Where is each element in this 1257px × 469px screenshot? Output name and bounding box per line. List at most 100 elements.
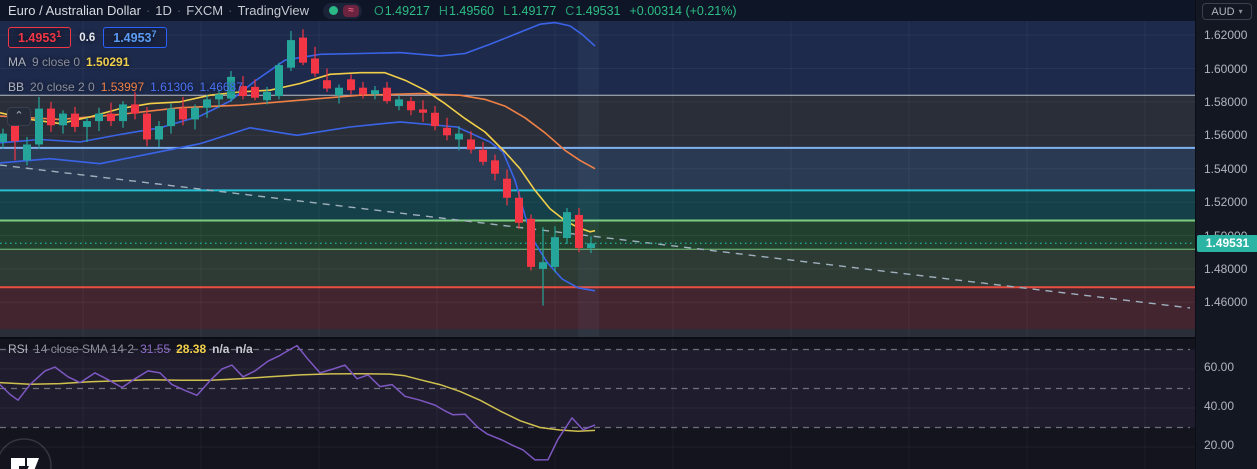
zone-blue xyxy=(0,147,1195,191)
last-price-badge: 1.49531 xyxy=(1197,235,1257,253)
brand-label: TradingView xyxy=(237,3,309,18)
rsi-name: RSI xyxy=(8,342,29,356)
ma-name: MA xyxy=(8,55,26,69)
candle-up xyxy=(23,144,31,161)
toolbar: Euro / Australian Dollar · 1D · FXCM · T… xyxy=(0,0,1195,21)
candle-up xyxy=(191,107,199,120)
price-tick-label: 1.54000 xyxy=(1204,161,1248,176)
rsi-chart-canvas[interactable] xyxy=(0,339,1195,469)
candle-down xyxy=(47,108,55,126)
separator-dot: · xyxy=(176,3,182,18)
interval-label[interactable]: 1D xyxy=(155,3,172,18)
rsi-params: 14 close SMA 14 2 xyxy=(34,342,135,356)
candle-down xyxy=(359,87,367,95)
candle-up xyxy=(587,243,595,249)
price-pane[interactable]: 1.49531 0.6 1.49537 MA 9 close 0 1.50291… xyxy=(0,0,1195,337)
rsi-line xyxy=(0,344,596,461)
rsi-sma-line xyxy=(0,372,596,432)
bb-lower-line xyxy=(0,121,596,292)
bb-upper-value: 1.61306 xyxy=(150,80,194,94)
symbol-title[interactable]: Euro / Australian Dollar xyxy=(8,3,141,18)
bb-basis-value: 1.53997 xyxy=(100,80,145,94)
candle-down xyxy=(347,79,355,91)
rsi-sma-value: 28.38 xyxy=(176,342,207,356)
candles-group xyxy=(0,29,595,306)
candle-up xyxy=(119,104,127,122)
candle-down xyxy=(503,178,511,198)
collapse-pane-button[interactable]: ⌃ xyxy=(7,107,31,126)
zone-teal xyxy=(0,190,1195,221)
tv-glyph xyxy=(11,458,39,469)
zone-green xyxy=(0,220,1195,250)
low-value: 1.49177 xyxy=(511,3,557,18)
candle-up xyxy=(0,133,7,142)
candle-down xyxy=(239,86,247,97)
bb-indicator-legend[interactable]: BB 20 close 2 0 1.53997 1.61306 1.46687 xyxy=(8,80,243,94)
price-tick-label: 1.52000 xyxy=(1204,195,1248,210)
bid-price-button[interactable]: 1.49531 xyxy=(8,27,72,49)
candle-down xyxy=(179,108,187,120)
candle-down xyxy=(71,113,79,127)
connection-status-icon xyxy=(329,6,338,15)
zone-graygreen xyxy=(0,249,1195,288)
rsi-indicator-legend[interactable]: RSI 14 close SMA 14 2 31.55 28.38 n/a n/… xyxy=(8,342,253,356)
candle-down xyxy=(11,121,19,142)
price-axis[interactable]: AUD ▾ 1.62000 1.60000 1.58000 1.56000 1.5400… xyxy=(1195,0,1257,469)
candle-down xyxy=(143,113,151,140)
candle-down xyxy=(527,218,535,267)
candle-up xyxy=(395,99,403,107)
candle-up xyxy=(551,237,559,267)
ask-price-button[interactable]: 1.49537 xyxy=(103,27,167,49)
candle-up xyxy=(563,212,571,239)
price-tick-label: 1.60000 xyxy=(1204,61,1248,76)
candle-down xyxy=(575,214,583,249)
bb-lower-value: 1.46687 xyxy=(199,80,243,94)
logo-circle xyxy=(0,438,52,469)
candle-up xyxy=(167,108,175,127)
price-tick-label: 1.56000 xyxy=(1204,128,1248,143)
currency-dropdown-button[interactable]: AUD ▾ xyxy=(1202,3,1252,20)
candle-down xyxy=(299,37,307,63)
tradingview-logo[interactable] xyxy=(0,434,64,469)
candle-up xyxy=(275,65,283,97)
candle-up xyxy=(227,76,235,99)
candle-up xyxy=(287,40,295,68)
quote-row: 1.49531 0.6 1.49537 xyxy=(8,27,167,49)
ma-indicator-legend[interactable]: MA 9 close 0 1.50291 xyxy=(8,55,129,69)
candle-down xyxy=(467,139,475,150)
price-tick-label: 1.58000 xyxy=(1204,94,1248,109)
bb-upper-line xyxy=(0,21,596,144)
ma-9-line xyxy=(0,71,596,233)
rsi-pane[interactable]: RSI 14 close SMA 14 2 31.55 28.38 n/a n/… xyxy=(0,337,1195,469)
zone-red xyxy=(0,287,1195,330)
rsi-tick-label: 60.00 xyxy=(1204,360,1235,374)
high-value: 1.49560 xyxy=(448,3,495,18)
candle-down xyxy=(407,101,415,111)
price-tick-label: 1.48000 xyxy=(1204,261,1248,276)
candle-up xyxy=(35,108,43,145)
candle-up xyxy=(335,87,343,96)
rsi-na-value-1: n/a xyxy=(212,342,230,356)
bb-basis-line xyxy=(0,92,596,170)
chevron-up-icon: ⌃ xyxy=(14,110,24,122)
status-toggle-pill[interactable]: ≈ xyxy=(323,2,362,19)
candle-down xyxy=(443,127,451,136)
exchange-label[interactable]: FXCM xyxy=(186,3,224,18)
rsi-tick-label: 20.00 xyxy=(1204,438,1235,452)
candle-down xyxy=(491,160,499,174)
bid-sup-digit: 1 xyxy=(56,29,62,39)
candle-up xyxy=(371,90,379,95)
price-chart-canvas[interactable] xyxy=(0,0,1195,337)
candle-down xyxy=(131,104,139,114)
candle-up xyxy=(215,94,223,100)
rsi-tick-label: 40.00 xyxy=(1204,399,1235,413)
spread-value: 0.6 xyxy=(79,31,96,44)
candle-up xyxy=(263,91,271,101)
dashed-trendline xyxy=(0,164,1191,309)
bb-name: BB xyxy=(8,80,25,94)
price-tick-label: 1.62000 xyxy=(1204,28,1248,43)
currency-label: AUD xyxy=(1211,5,1235,18)
candle-down xyxy=(479,149,487,162)
price-tick-label: 1.46000 xyxy=(1204,295,1248,310)
candle-up xyxy=(59,113,67,126)
